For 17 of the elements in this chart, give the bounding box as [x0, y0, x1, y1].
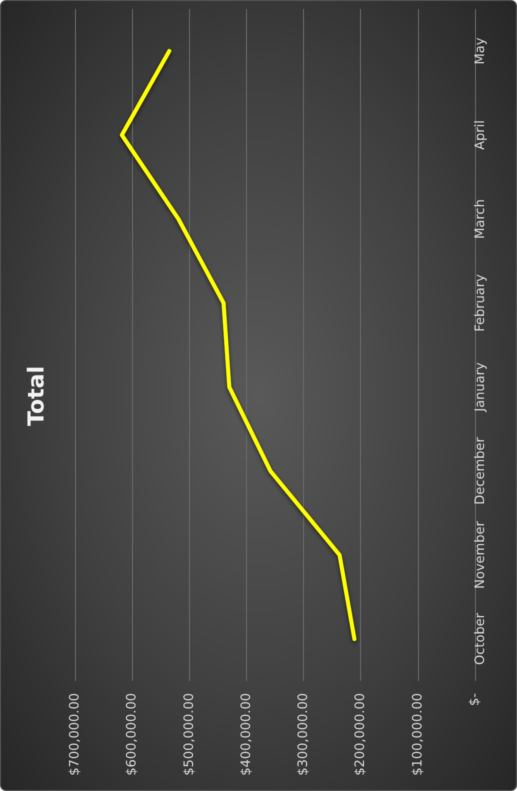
y-tick-label: November: [473, 520, 488, 589]
y-tick-label: February: [473, 274, 488, 332]
x-tick-label: $200,000.00: [353, 693, 368, 776]
y-tick-label: April: [473, 120, 488, 150]
x-tick-label: $-: [468, 692, 482, 706]
x-tick-label: $700,000.00: [68, 693, 82, 776]
x-tick-label: $100,000.00: [410, 693, 426, 776]
y-tick-label: March: [473, 199, 488, 239]
y-tick-label: May: [473, 37, 488, 64]
x-tick-label: $500,000.00: [182, 693, 197, 776]
y-tick-label: December: [473, 436, 488, 505]
y-tick-label: October: [473, 612, 488, 666]
x-tick-label: $300,000.00: [296, 693, 312, 776]
x-tick-label: $400,000.00: [238, 693, 254, 776]
x-tick-label: $600,000.00: [124, 693, 140, 776]
y-tick-label: January: [473, 362, 488, 413]
text: Total: [24, 366, 50, 426]
